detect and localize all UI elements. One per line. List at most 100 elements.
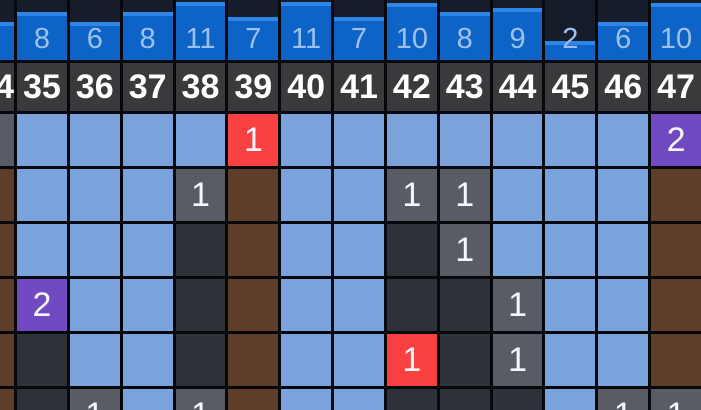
cell-r1-c38[interactable]	[175, 114, 226, 166]
cell-r1-c47[interactable]: 2	[651, 114, 701, 166]
cell-r6-c38[interactable]: 1	[175, 389, 226, 410]
cell-r6-c35[interactable]	[17, 389, 67, 410]
cell-r2-c46[interactable]	[598, 169, 649, 221]
cell-r2-c41[interactable]	[334, 169, 384, 221]
hint-bar-icon	[598, 22, 649, 60]
cell-r1-c34[interactable]	[0, 114, 14, 166]
cell-r5-c39[interactable]	[228, 334, 279, 386]
cell-r3-c43[interactable]: 1	[439, 224, 490, 276]
cell-r5-c43[interactable]	[439, 334, 490, 386]
cell-r1-c44[interactable]	[492, 114, 543, 166]
cell-r6-c39[interactable]	[228, 389, 279, 410]
cell-r1-c39[interactable]: 1	[228, 114, 279, 166]
cell-r2-c45[interactable]	[545, 169, 596, 221]
cell-r5-c44[interactable]: 1	[492, 334, 543, 386]
cell-r1-c40[interactable]	[281, 114, 332, 166]
cell-r6-c41[interactable]	[334, 389, 384, 410]
hint-count-label: 9	[509, 23, 526, 55]
cell-r3-c39[interactable]	[228, 224, 279, 276]
cell-r3-c38[interactable]	[175, 224, 226, 276]
hint-bar-icon	[122, 12, 173, 60]
cell-r1-c36[interactable]	[69, 114, 120, 166]
cell-r3-c40[interactable]	[281, 224, 332, 276]
column-number-40: 40	[281, 63, 332, 111]
cell-r6-c44[interactable]	[492, 389, 543, 410]
cell-r4-c43[interactable]	[439, 279, 490, 331]
cell-r4-c46[interactable]	[598, 279, 649, 331]
cell-r4-c47[interactable]	[651, 279, 701, 331]
column-number-45: 45	[545, 63, 596, 111]
hint-column-35: 8	[17, 0, 67, 60]
cell-r4-c37[interactable]	[122, 279, 173, 331]
cell-r1-c41[interactable]	[334, 114, 384, 166]
cell-r1-c43[interactable]	[439, 114, 490, 166]
cell-r3-c35[interactable]	[17, 224, 67, 276]
cell-r5-c36[interactable]	[69, 334, 120, 386]
hint-count-label: 10	[395, 23, 428, 55]
cell-r3-c46[interactable]	[598, 224, 649, 276]
cell-r2-c40[interactable]	[281, 169, 332, 221]
cell-r2-c44[interactable]	[492, 169, 543, 221]
cell-r4-c44[interactable]: 1	[492, 279, 543, 331]
cell-r6-c43[interactable]	[439, 389, 490, 410]
cell-r4-c39[interactable]	[228, 279, 279, 331]
cell-r4-c36[interactable]	[69, 279, 120, 331]
cell-r4-c45[interactable]	[545, 279, 596, 331]
hint-bar-highlight	[17, 12, 67, 16]
hint-bar-icon	[281, 2, 332, 60]
cell-r2-c42[interactable]: 1	[386, 169, 437, 221]
cell-r5-c42[interactable]: 1	[386, 334, 437, 386]
cell-r5-c40[interactable]	[281, 334, 332, 386]
cell-r6-c47[interactable]: 1	[651, 389, 701, 410]
cell-r5-c38[interactable]	[175, 334, 226, 386]
cell-r3-c36[interactable]	[69, 224, 120, 276]
cell-r2-c34[interactable]	[0, 169, 14, 221]
cell-r3-c47[interactable]	[651, 224, 701, 276]
cell-r3-c45[interactable]	[545, 224, 596, 276]
cell-r2-c38[interactable]: 1	[175, 169, 226, 221]
cell-r5-c41[interactable]	[334, 334, 384, 386]
cell-r1-c42[interactable]	[386, 114, 437, 166]
minefield-board: 12111121111111	[0, 114, 701, 410]
cell-r2-c37[interactable]	[122, 169, 173, 221]
cell-r4-c42[interactable]	[386, 279, 437, 331]
cell-r4-c35[interactable]: 2	[17, 279, 67, 331]
cell-r5-c35[interactable]	[17, 334, 67, 386]
cell-r3-c41[interactable]	[334, 224, 384, 276]
cell-r3-c44[interactable]	[492, 224, 543, 276]
hint-bar-highlight	[439, 12, 490, 16]
cell-r1-c35[interactable]	[17, 114, 67, 166]
hint-count-label: 6	[86, 23, 103, 55]
hint-bar-icon	[175, 2, 226, 60]
cell-r5-c47[interactable]	[651, 334, 701, 386]
hint-bar-highlight	[228, 17, 279, 21]
cell-r6-c45[interactable]	[545, 389, 596, 410]
cell-r6-c36[interactable]: 1	[69, 389, 120, 410]
cell-r6-c37[interactable]	[122, 389, 173, 410]
cell-r6-c34[interactable]	[0, 389, 14, 410]
cell-r6-c46[interactable]: 1	[598, 389, 649, 410]
cell-r5-c34[interactable]	[0, 334, 14, 386]
cell-r2-c35[interactable]	[17, 169, 67, 221]
hint-count-label: 11	[185, 23, 216, 55]
cell-r1-c45[interactable]	[545, 114, 596, 166]
cell-r5-c46[interactable]	[598, 334, 649, 386]
cell-r6-c40[interactable]	[281, 389, 332, 410]
cell-r1-c46[interactable]	[598, 114, 649, 166]
cell-r3-c42[interactable]	[386, 224, 437, 276]
cell-r2-c39[interactable]	[228, 169, 279, 221]
cell-r3-c37[interactable]	[122, 224, 173, 276]
cell-r4-c38[interactable]	[175, 279, 226, 331]
cell-r4-c34[interactable]	[0, 279, 14, 331]
cell-r2-c36[interactable]	[69, 169, 120, 221]
cell-r1-c37[interactable]	[122, 114, 173, 166]
cell-r6-c42[interactable]	[386, 389, 437, 410]
cell-r3-c34[interactable]	[0, 224, 14, 276]
cell-r5-c45[interactable]	[545, 334, 596, 386]
hint-column-44: 9	[492, 0, 543, 60]
cell-r5-c37[interactable]	[122, 334, 173, 386]
cell-r2-c43[interactable]: 1	[439, 169, 490, 221]
cell-r2-c47[interactable]	[651, 169, 701, 221]
cell-r4-c40[interactable]	[281, 279, 332, 331]
cell-r4-c41[interactable]	[334, 279, 384, 331]
